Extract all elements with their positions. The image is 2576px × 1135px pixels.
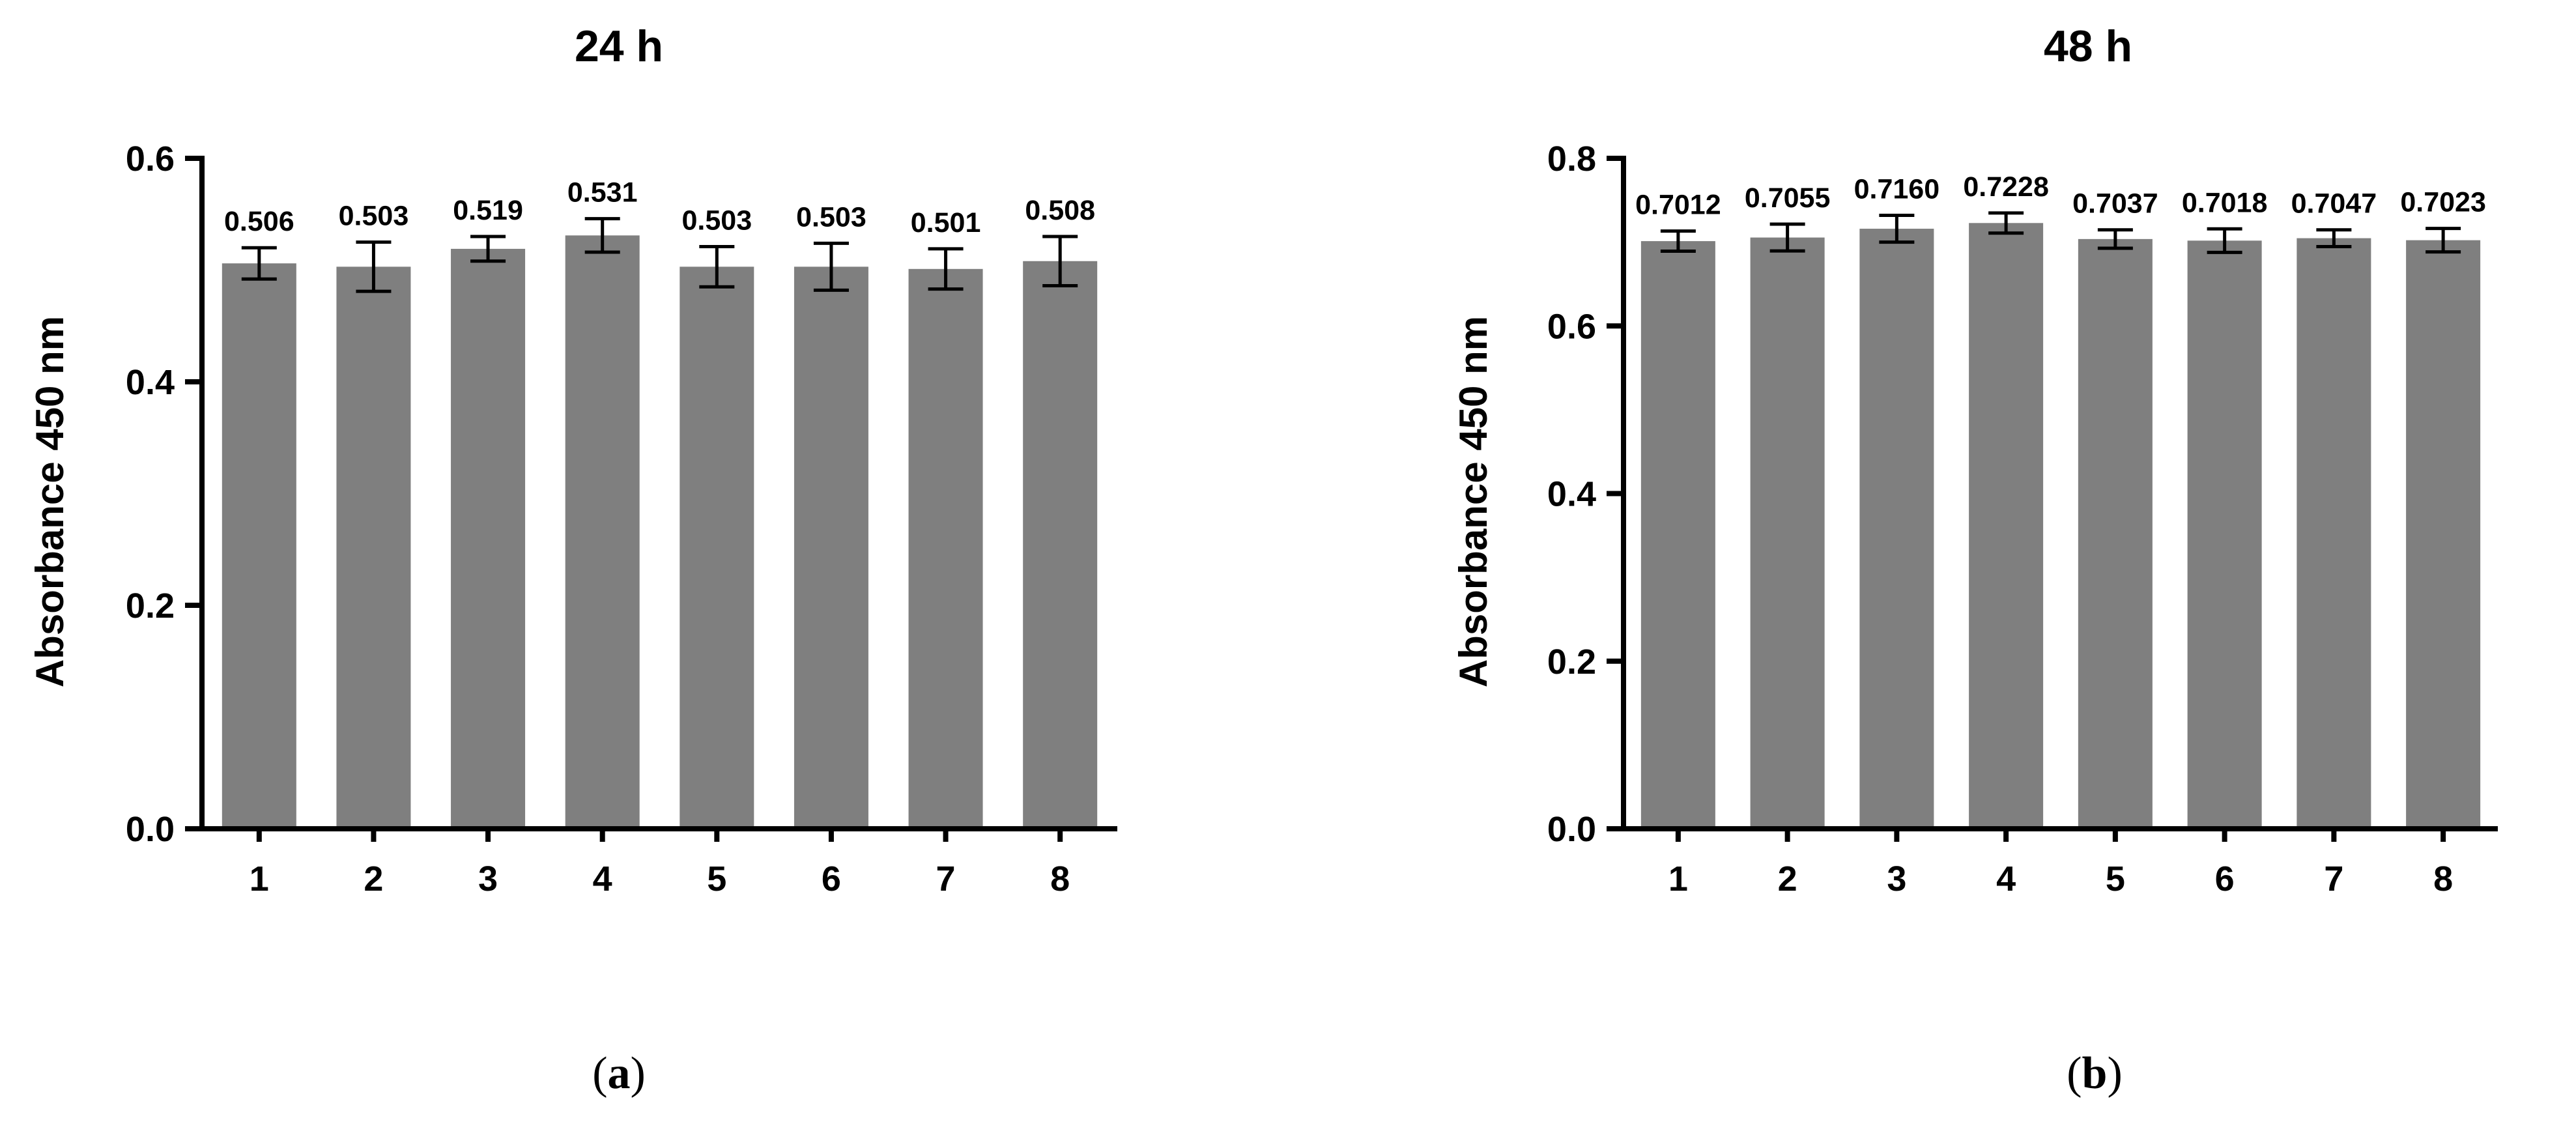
data-label-3: 0.7160 (1854, 173, 1940, 205)
x-tick-label: 5 (707, 859, 726, 898)
x-tick-label: 1 (1668, 859, 1688, 898)
chart-title: 24 h (575, 22, 663, 71)
error-bar-3 (470, 235, 506, 263)
error-bar-6 (813, 241, 849, 292)
x-tick-label: 2 (364, 859, 383, 898)
error-bar-1 (241, 246, 277, 281)
x-tick-label: 6 (2215, 859, 2235, 898)
x-tick-label: 3 (1887, 859, 1906, 898)
chart-panel-48h: 48 h Absorbance 450 nm 0.701210.705520.7… (1452, 22, 2498, 1099)
data-label-8: 0.508 (1025, 195, 1095, 226)
y-tick-label: 0.0 (1547, 810, 1596, 849)
data-label-5: 0.503 (682, 205, 752, 236)
x-tick-label: 7 (936, 859, 956, 898)
bar-7 (2297, 238, 2371, 829)
chart-panel-24h: 24 h Absorbance 450 nm 0.506 1 0.503 2 0.519… (28, 22, 1117, 1099)
x-tick-label: 3 (478, 859, 498, 898)
bar-1 (1640, 241, 1715, 829)
x-tick-label: 7 (2324, 859, 2343, 898)
panel-caption-a: (a) (592, 1048, 646, 1099)
error-bar-4 (1988, 211, 2024, 235)
bar-4 (565, 235, 640, 829)
x-tick-label: 2 (1778, 859, 1797, 898)
plot-area: 0.7012 1 0.7055 2 0.7160 3 0.7228 4 0.7037 5 0.701… (1547, 139, 2498, 898)
bar-3 (1859, 229, 1934, 829)
data-label-6: 0.503 (796, 201, 866, 233)
error-bar-6 (2207, 227, 2242, 254)
x-tick-label: 4 (1996, 859, 2016, 898)
y-tick-label: 0.2 (1547, 642, 1596, 682)
error-bar-7 (2316, 228, 2352, 248)
bar-5 (2078, 238, 2153, 829)
panel-caption-b: (b) (2067, 1048, 2123, 1099)
bar-5 (680, 266, 754, 829)
data-label-7: 0.7047 (2291, 188, 2377, 220)
error-bar-5 (2097, 228, 2133, 250)
error-bar-2 (1769, 222, 1805, 253)
bar-4 (1969, 223, 2044, 829)
bar-1 (222, 263, 296, 829)
x-tick-label: 5 (2106, 859, 2125, 898)
data-label-1: 0.7012 (1635, 190, 1721, 221)
error-bar-8 (1042, 235, 1078, 288)
y-tick-label: 0.2 (126, 586, 175, 625)
chart-title: 48 h (2044, 22, 2132, 71)
x-tick-label: 1 (250, 859, 269, 898)
error-bar-2 (356, 240, 392, 293)
bar-8 (2406, 240, 2481, 829)
x-tick-label: 4 (593, 859, 612, 898)
bar-3 (451, 248, 526, 829)
error-bar-7 (928, 247, 964, 291)
data-label-2: 0.503 (339, 201, 409, 232)
y-tick-label: 0.4 (1547, 475, 1596, 514)
plot-area: 0.506 1 0.503 2 0.519 3 0.531 4 0.503 5 0.503 6 0.50… (126, 139, 1117, 898)
error-bar-8 (2426, 227, 2461, 254)
y-tick-label: 0.0 (126, 810, 175, 849)
data-label-5: 0.7037 (2072, 188, 2158, 220)
data-label-6: 0.7018 (2182, 187, 2268, 218)
error-bar-3 (1879, 213, 1915, 244)
bar-6 (2187, 240, 2262, 829)
bar-6 (794, 266, 868, 829)
data-label-8: 0.7023 (2400, 187, 2486, 218)
bar-8 (1023, 261, 1098, 829)
data-label-4: 0.7228 (1963, 171, 2049, 203)
y-axis-label: Absorbance 450 nm (28, 316, 72, 687)
data-label-2: 0.7055 (1745, 182, 1831, 214)
data-label-7: 0.501 (911, 207, 981, 238)
data-label-1: 0.506 (224, 206, 294, 237)
bar-7 (908, 268, 983, 829)
y-axis-label: Absorbance 450 nm (1452, 316, 1495, 687)
y-tick-label: 0.6 (126, 139, 175, 179)
data-label-4: 0.531 (567, 177, 638, 208)
error-bar-4 (584, 217, 620, 254)
y-tick-label: 0.8 (1547, 139, 1596, 179)
y-tick-label: 0.6 (1547, 307, 1596, 346)
y-tick-label: 0.4 (126, 363, 175, 402)
x-tick-label: 8 (2433, 859, 2453, 898)
bar-2 (1750, 237, 1825, 829)
error-bar-1 (1660, 229, 1696, 253)
x-tick-label: 6 (822, 859, 841, 898)
error-bar-5 (699, 244, 735, 289)
x-tick-label: 8 (1050, 859, 1070, 898)
bar-2 (336, 266, 411, 829)
data-label-3: 0.519 (453, 195, 523, 226)
